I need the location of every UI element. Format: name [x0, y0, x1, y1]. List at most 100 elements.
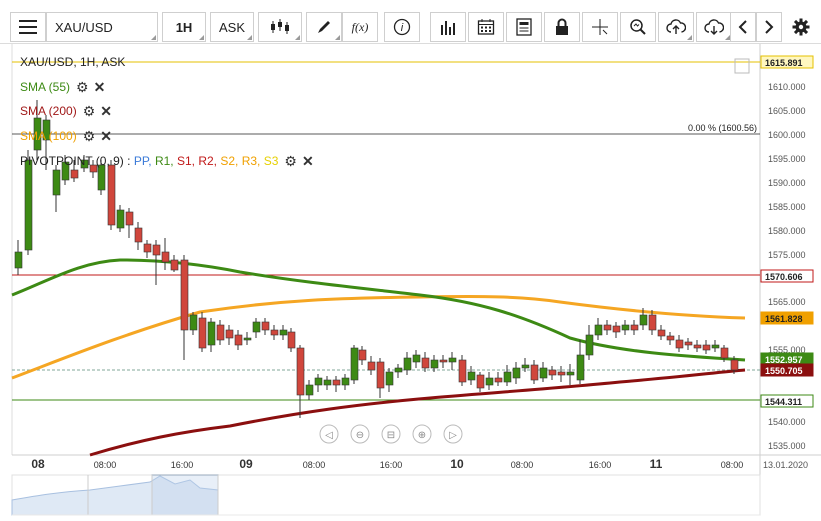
- close-icon[interactable]: ✕: [93, 78, 106, 95]
- time-axis-label: 08:00: [511, 460, 534, 470]
- pivot-item-s2: S2,: [220, 154, 242, 168]
- pivot-item-r1: R1,: [154, 154, 177, 168]
- candle-down: [675, 339, 684, 349]
- candle-down: [296, 347, 305, 396]
- zoom-out-icon-glyph: ⊖: [356, 430, 364, 441]
- info-icon[interactable]: i: [384, 12, 420, 42]
- candle-up: [485, 377, 494, 386]
- candle-down: [476, 374, 485, 389]
- pivot-item-s1: S1,: [176, 154, 199, 168]
- pivot-item-r3: R3,: [241, 154, 264, 168]
- symbol-selector[interactable]: XAU/USD: [46, 12, 158, 42]
- candle-down: [180, 259, 189, 331]
- price-tag: 1552.957: [765, 355, 803, 365]
- indicator-sma200-label: SMA (200): [20, 104, 77, 118]
- time-axis-label: 10: [450, 457, 464, 471]
- indicator-pivot: PIVOTPOINT (0, 9) : PP, R1, S1, R2, S2, …: [20, 153, 314, 169]
- draw-pen-icon[interactable]: [306, 12, 342, 42]
- candle-down: [152, 244, 161, 256]
- candle-down: [270, 329, 279, 336]
- reset-zoom-icon[interactable]: [381, 424, 401, 444]
- candle-up: [467, 371, 476, 381]
- gear-icon[interactable]: ⚙: [82, 102, 96, 119]
- price-axis-label: 1580.000: [768, 226, 806, 236]
- price-axis-label: 1575.000: [768, 250, 806, 260]
- zoom-search-icon[interactable]: [620, 12, 656, 42]
- price-tag-box: [760, 394, 814, 408]
- pivot-item-r2: R2,: [198, 154, 221, 168]
- close-icon[interactable]: ✕: [301, 152, 314, 169]
- lock-icon[interactable]: [544, 12, 580, 42]
- volume-bars-icon[interactable]: [430, 12, 466, 42]
- svg-text:i: i: [401, 22, 404, 34]
- close-icon[interactable]: ✕: [100, 127, 112, 144]
- navigator-window[interactable]: [151, 474, 219, 516]
- time-axis-label: 09: [239, 457, 253, 471]
- indicator-sma200: SMA (200) ⚙ ✕: [20, 103, 112, 119]
- time-axis-label: 16:00: [589, 460, 612, 470]
- time-axis-label: 16:00: [380, 460, 403, 470]
- chevron-right-icon[interactable]: [756, 12, 782, 42]
- toolbar: XAU/USD 1H ASK f(x) i: [0, 0, 821, 44]
- price-axis-label: 1590.000: [768, 178, 806, 188]
- navigator-area: [11, 475, 219, 516]
- candle-up: [305, 384, 314, 396]
- indicator-pivot-sep: :: [123, 154, 134, 168]
- candle-down: [216, 324, 225, 341]
- candle-up: [576, 354, 585, 381]
- candle-up: [207, 321, 216, 346]
- candle-up: [350, 347, 359, 381]
- candle-down: [458, 359, 467, 383]
- price-axis-label: 1605.000: [768, 106, 806, 116]
- price-tag-box: [760, 311, 814, 325]
- price-axis-label: 1595.000: [768, 154, 806, 164]
- price-axis-label: 1565.000: [768, 297, 806, 307]
- candlestick-chart-icon[interactable]: [258, 12, 302, 42]
- candle-up: [52, 169, 61, 196]
- function-icon[interactable]: f(x): [342, 12, 378, 42]
- gear-icon[interactable]: [788, 12, 814, 42]
- candle-down: [367, 361, 376, 371]
- price-tag-box: [760, 363, 814, 377]
- pivot-items: PP, R1, S1, R2, S2, R3, S3: [134, 154, 279, 168]
- candle-down: [648, 314, 657, 331]
- candle-up: [14, 251, 23, 269]
- gear-icon[interactable]: ⚙: [76, 78, 89, 95]
- gear-icon[interactable]: ⚙: [82, 127, 96, 144]
- candle-down: [143, 243, 152, 253]
- candle-up: [341, 377, 350, 386]
- candle-up: [42, 119, 51, 141]
- scroll-right-icon[interactable]: [443, 424, 463, 444]
- download-cloud-icon[interactable]: [696, 12, 732, 42]
- calendar-icon[interactable]: [468, 12, 504, 42]
- hamburger-menu-icon[interactable]: [10, 12, 46, 42]
- candle-up: [97, 164, 106, 191]
- zoom-in-icon[interactable]: [412, 424, 432, 444]
- chevron-left-icon[interactable]: [730, 12, 756, 42]
- candle-down: [170, 259, 179, 271]
- scroll-left-icon[interactable]: [319, 424, 339, 444]
- price-type-label: ASK: [218, 19, 245, 35]
- timeframe-label: 1H: [175, 19, 193, 35]
- sma100-line: [11, 295, 746, 380]
- gear-icon[interactable]: ⚙: [284, 152, 297, 169]
- candle-up: [314, 377, 323, 386]
- price-type-selector[interactable]: ASK: [210, 12, 254, 42]
- upload-cloud-icon[interactable]: [658, 12, 694, 42]
- timeframe-selector[interactable]: 1H: [162, 12, 206, 42]
- price-chart[interactable]: 0.00 % (1600.56) 1610.000 1605.000 1600.000…: [0, 44, 821, 521]
- time-axis-label: 16:00: [171, 460, 194, 470]
- crosshair-icon[interactable]: [582, 12, 618, 42]
- close-icon[interactable]: ✕: [100, 102, 112, 119]
- candle-up: [394, 367, 403, 373]
- pivot-item-s3: S3: [263, 154, 279, 168]
- scroll-right-icon-glyph: ▷: [449, 430, 457, 441]
- candle-down: [198, 317, 207, 349]
- candle-up: [711, 344, 720, 349]
- chart-area[interactable]: 0.00 % (1600.56) 1610.000 1605.000 1600.000…: [0, 44, 821, 521]
- zoom-out-icon[interactable]: [350, 424, 370, 444]
- candle-up: [24, 159, 33, 251]
- news-icon[interactable]: [506, 12, 542, 42]
- fib-label: 0.00 % (1600.56): [688, 123, 757, 133]
